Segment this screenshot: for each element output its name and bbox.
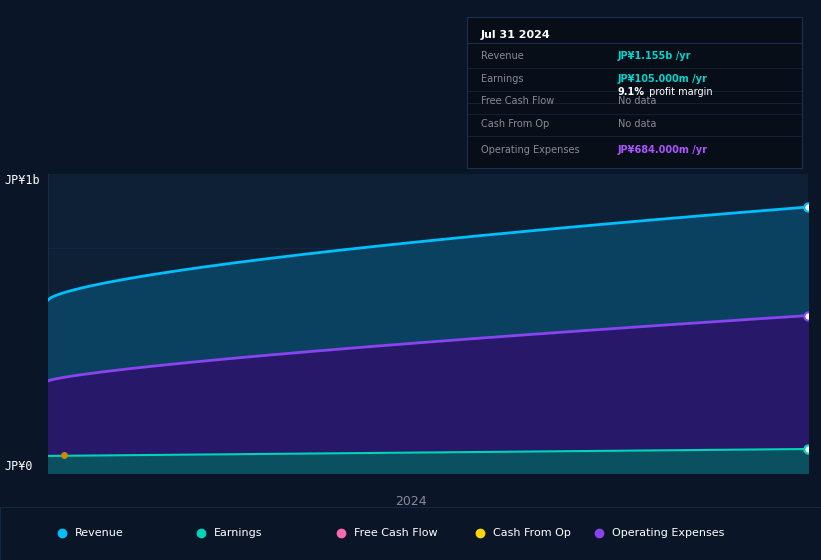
Text: 2024: 2024 (395, 494, 426, 508)
Text: Jul 31 2024: Jul 31 2024 (480, 30, 550, 40)
Text: Operating Expenses: Operating Expenses (612, 529, 725, 538)
Text: JP¥1.155b /yr: JP¥1.155b /yr (618, 51, 691, 61)
Text: Revenue: Revenue (480, 51, 523, 61)
Text: JP¥0: JP¥0 (4, 460, 33, 473)
Text: profit margin: profit margin (646, 87, 713, 97)
Text: No data: No data (618, 96, 656, 106)
Text: Cash From Op: Cash From Op (493, 529, 571, 538)
Text: JP¥1b: JP¥1b (4, 174, 39, 186)
Text: Free Cash Flow: Free Cash Flow (354, 529, 438, 538)
Text: Free Cash Flow: Free Cash Flow (480, 96, 554, 106)
Text: 9.1%: 9.1% (618, 87, 644, 97)
Text: No data: No data (618, 119, 656, 129)
Text: Earnings: Earnings (480, 74, 523, 84)
Text: Operating Expenses: Operating Expenses (480, 145, 579, 155)
Text: Earnings: Earnings (214, 529, 263, 538)
Text: Revenue: Revenue (75, 529, 123, 538)
Text: JP¥105.000m /yr: JP¥105.000m /yr (618, 74, 708, 84)
Text: JP¥684.000m /yr: JP¥684.000m /yr (618, 145, 708, 155)
Text: Cash From Op: Cash From Op (480, 119, 548, 129)
